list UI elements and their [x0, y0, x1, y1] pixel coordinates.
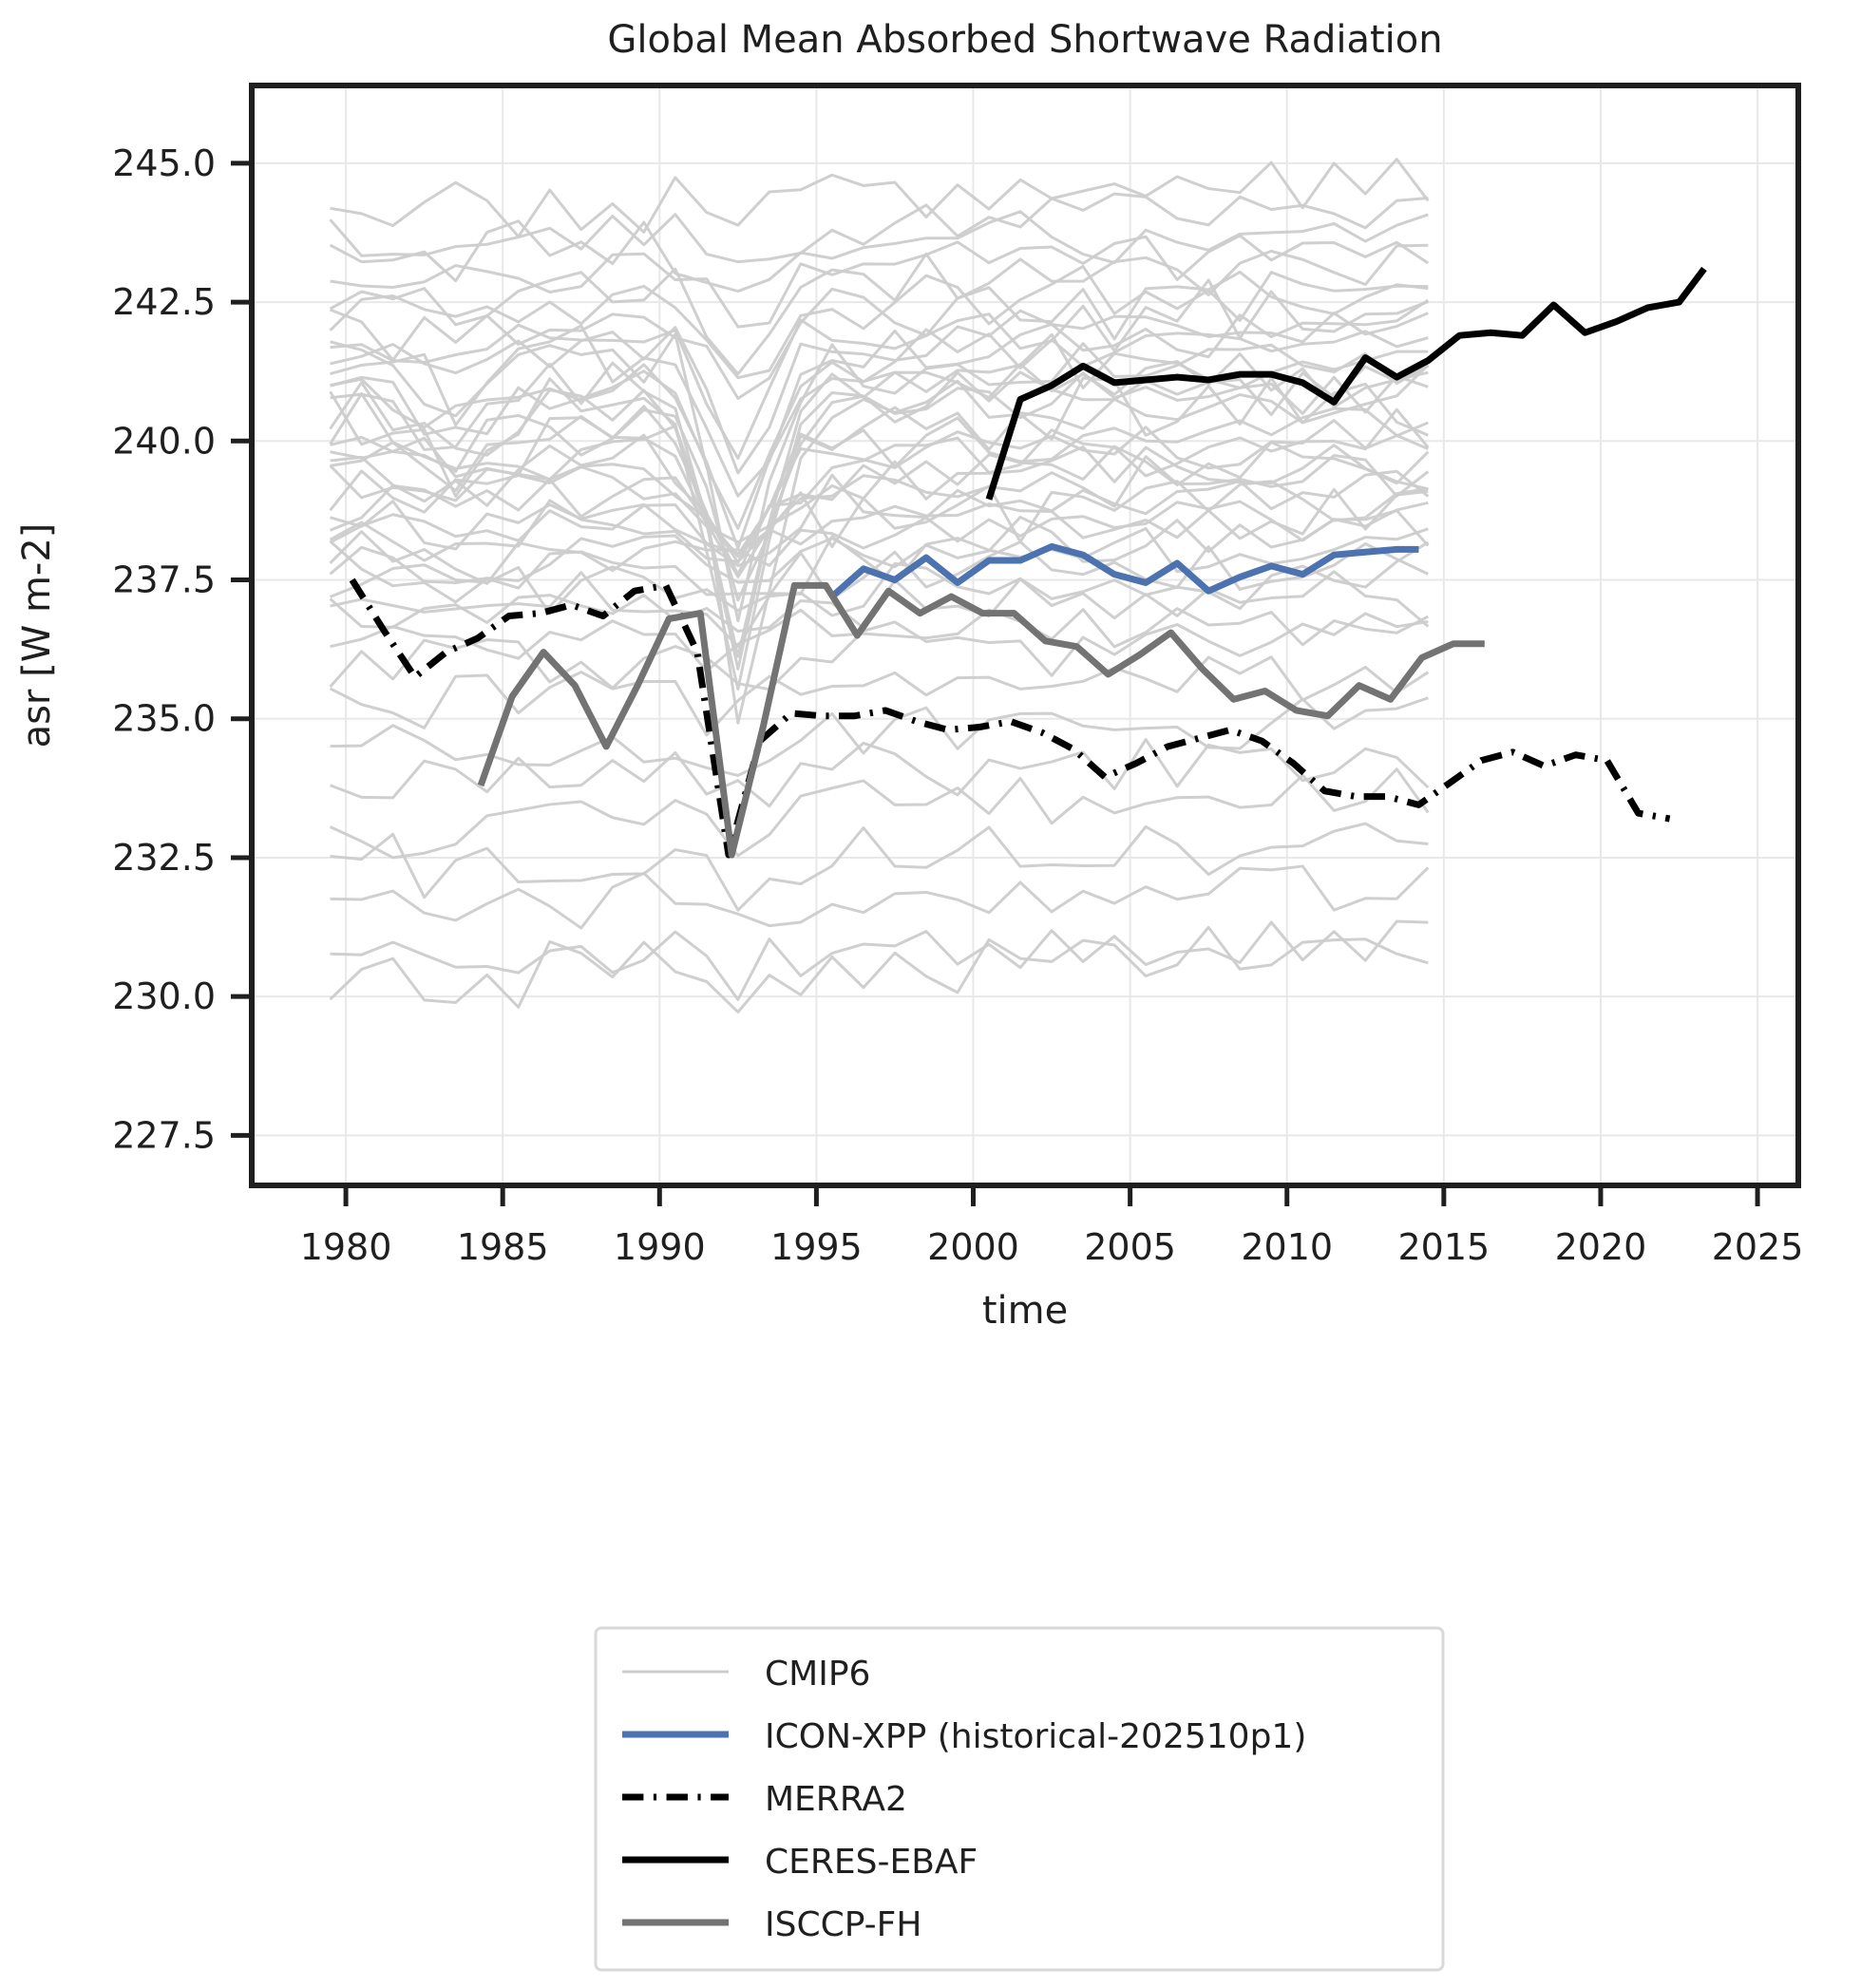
plot-data-layer — [329, 158, 1707, 1014]
cmip6-member-line — [330, 419, 1429, 564]
series-line-icon-xpp — [829, 542, 1419, 599]
cmip6-member-line — [330, 298, 1430, 498]
cmip6-member-line — [329, 925, 1429, 1014]
legend-label: ICON-XPP (historical-202510p1) — [765, 1717, 1306, 1756]
y-tick-label-242.5: 242.5 — [112, 281, 216, 323]
x-tick-label-2000: 2000 — [927, 1226, 1019, 1268]
legend-label: CMIP6 — [765, 1655, 870, 1694]
cmip6-member-line — [329, 264, 1429, 380]
cmip6-member-line — [330, 309, 1429, 475]
x-tick-label-2010: 2010 — [1241, 1226, 1333, 1268]
legend-entry-cmip6[interactable]: CMIP6 — [622, 1655, 870, 1694]
cmip6-member-line — [329, 444, 1429, 544]
cmip6-member-line — [330, 738, 1430, 808]
cmip6-member-line — [329, 500, 1429, 585]
cmip6-member-line — [329, 454, 1430, 578]
x-tick-label-1995: 1995 — [770, 1226, 863, 1268]
legend-entry-ceres-ebaf[interactable]: CERES-EBAF — [622, 1843, 978, 1882]
x-axis-ticks: 1980 1985 1990 1995 2000 2005 2010 2015 2020 2025 — [300, 1185, 1804, 1268]
series-line-merra2 — [349, 577, 1671, 859]
legend-label: MERRA2 — [765, 1780, 907, 1819]
legend-label: ISCCP-FH — [765, 1905, 921, 1944]
x-tick-label-1980: 1980 — [300, 1226, 392, 1268]
y-tick-label-245.0: 245.0 — [112, 142, 216, 184]
legend-frame — [594, 1626, 1445, 1972]
x-tick-label-1985: 1985 — [457, 1226, 549, 1268]
legend-entry-merra2[interactable]: MERRA2 — [622, 1780, 907, 1819]
x-tick-label-2025: 2025 — [1712, 1226, 1804, 1268]
legend-label: CERES-EBAF — [765, 1843, 978, 1882]
axes-frame — [249, 83, 1801, 1188]
y-tick-label-230.0: 230.0 — [112, 975, 216, 1017]
y-axis-ticks: 227.5 230.0 232.5 235.0 237.5 240.0 242.5 245.0 — [112, 142, 252, 1156]
cmip6-member-line — [329, 487, 1429, 563]
cmip6-member-line — [329, 440, 1430, 559]
axes-spines — [249, 83, 1801, 1188]
chart-legend[interactable]: CMIP6 ICON-XPP (historical-202510p1) MERRA… — [594, 1626, 1445, 1972]
cmip6-member-line — [329, 192, 1429, 264]
cmip6-member-line — [330, 270, 1429, 400]
legend-entry-icon-xpp[interactable]: ICON-XPP (historical-202510p1) — [622, 1717, 1306, 1756]
cmip6-member-line — [330, 278, 1429, 460]
chart-title: Global Mean Absorbed Shortwave Radiation — [607, 18, 1442, 62]
cmip6-member-line — [329, 210, 1429, 293]
cmip6-member-line — [330, 382, 1429, 602]
y-tick-label-235.0: 235.0 — [112, 698, 216, 740]
y-axis-label: asr [W m-2] — [15, 523, 59, 748]
y-tick-label-227.5: 227.5 — [112, 1114, 216, 1156]
cmip6-member-line — [329, 364, 1430, 725]
cmip6-member-line — [329, 612, 1429, 691]
cmip6-member-line — [330, 540, 1429, 615]
cmip6-member-line — [329, 509, 1430, 585]
cmip6-member-line — [329, 655, 1430, 737]
cmip6-member-line — [330, 158, 1430, 238]
cmip6-member-line — [330, 328, 1429, 530]
series-line-isccp-fh — [477, 581, 1485, 859]
x-tick-label-2020: 2020 — [1555, 1226, 1647, 1268]
y-tick-label-232.5: 232.5 — [112, 837, 216, 879]
x-tick-label-2015: 2015 — [1397, 1226, 1490, 1268]
legend-entry-isccp-fh[interactable]: ISCCP-FH — [622, 1905, 921, 1944]
series-line-ceres-ebaf — [985, 266, 1707, 501]
x-tick-label-2005: 2005 — [1084, 1226, 1176, 1268]
cmip6-member-line — [330, 919, 1429, 1001]
y-tick-label-237.5: 237.5 — [112, 559, 216, 601]
x-tick-label-1990: 1990 — [614, 1226, 706, 1268]
y-tick-label-240.0: 240.0 — [112, 420, 216, 462]
cmip6-member-line — [330, 864, 1430, 930]
cmip6-member-line — [330, 607, 1430, 673]
cmip6-member-line — [330, 342, 1430, 623]
cmip6-member-line — [330, 352, 1429, 658]
cmip6-member-line — [330, 822, 1429, 912]
cmip6-member-line — [329, 767, 1430, 860]
x-axis-label: time — [982, 1289, 1068, 1333]
cmip6-member-line — [330, 234, 1430, 329]
cmip6-member-line — [329, 243, 1429, 376]
